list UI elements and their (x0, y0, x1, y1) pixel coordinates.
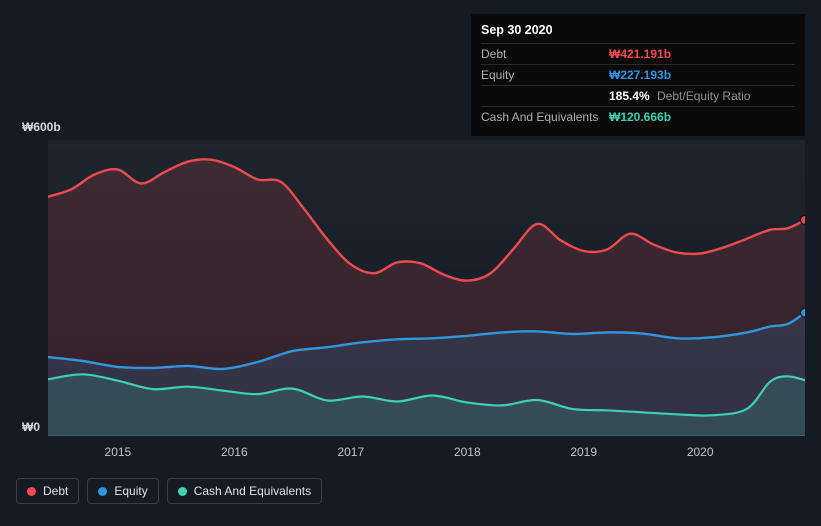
tooltip-label: Equity (481, 67, 609, 83)
legend: Debt Equity Cash And Equivalents (16, 478, 322, 504)
x-tick-2017: 2017 (337, 445, 364, 459)
x-tick-2018: 2018 (454, 445, 481, 459)
tooltip-label (481, 88, 609, 104)
tooltip-row-ratio: 185.4% Debt/Equity Ratio (481, 85, 795, 106)
tooltip-row-equity: Equity ₩227.193b (481, 64, 795, 85)
chart-plot-area[interactable] (48, 140, 805, 436)
tooltip-date: Sep 30 2020 (481, 20, 795, 43)
tooltip-value: ₩421.191b (609, 46, 671, 62)
legend-item-cash-and-equivalents[interactable]: Cash And Equivalents (167, 478, 322, 504)
legend-label: Equity (114, 484, 147, 498)
x-tick-2019: 2019 (570, 445, 597, 459)
tooltip-row-debt: Debt ₩421.191b (481, 43, 795, 64)
end-marker-debt (801, 215, 806, 224)
legend-label: Cash And Equivalents (194, 484, 311, 498)
y-axis-min-label: ₩0 (22, 420, 40, 434)
tooltip-row-cash: Cash And Equivalents ₩120.666b (481, 106, 795, 127)
tooltip-value: ₩120.666b (609, 109, 671, 125)
legend-swatch (98, 487, 107, 496)
legend-swatch (178, 487, 187, 496)
y-axis-max-label: ₩600b (22, 120, 61, 134)
chart-container: Sep 30 2020 Debt ₩421.191b Equity ₩227.1… (0, 0, 821, 526)
legend-item-debt[interactable]: Debt (16, 478, 79, 504)
tooltip-suffix: Debt/Equity Ratio (657, 89, 750, 103)
x-tick-2016: 2016 (221, 445, 248, 459)
x-axis: 2015 2016 2017 2018 2019 2020 (48, 445, 805, 465)
legend-item-equity[interactable]: Equity (87, 478, 158, 504)
tooltip-label: Cash And Equivalents (481, 109, 609, 125)
tooltip-value: 185.4% (609, 89, 650, 103)
legend-label: Debt (43, 484, 68, 498)
x-tick-2015: 2015 (105, 445, 132, 459)
tooltip-label: Debt (481, 46, 609, 62)
chart-svg (48, 140, 805, 436)
x-tick-2020: 2020 (687, 445, 714, 459)
legend-swatch (27, 487, 36, 496)
end-marker-equity (801, 308, 806, 317)
hover-tooltip: Sep 30 2020 Debt ₩421.191b Equity ₩227.1… (471, 14, 805, 136)
tooltip-value: ₩227.193b (609, 67, 671, 83)
